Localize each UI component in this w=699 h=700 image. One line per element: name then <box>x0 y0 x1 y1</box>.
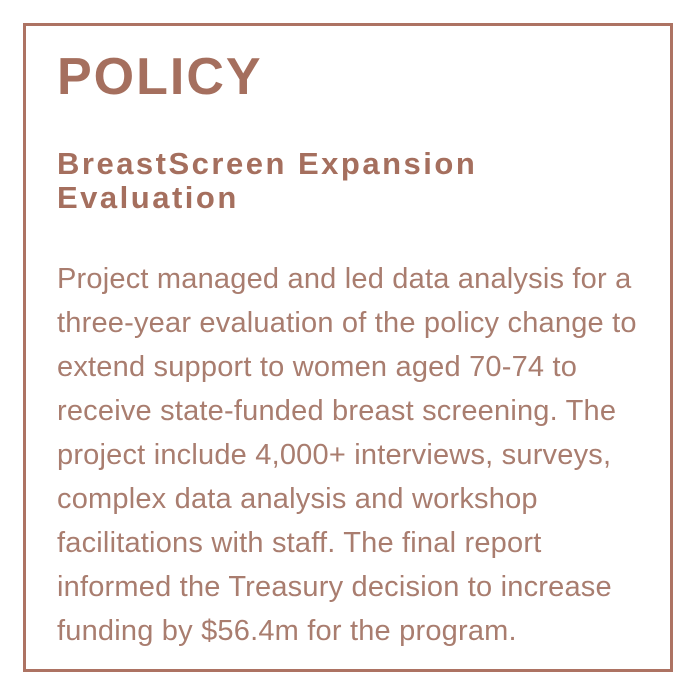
project-title: BreastScreen Expansion Evaluation <box>57 146 478 215</box>
project-description: Project managed and led data analysis fo… <box>57 263 637 647</box>
policy-card: POLICY BreastScreen Expansion Evaluation… <box>23 23 673 672</box>
category-heading: POLICY <box>57 48 263 106</box>
